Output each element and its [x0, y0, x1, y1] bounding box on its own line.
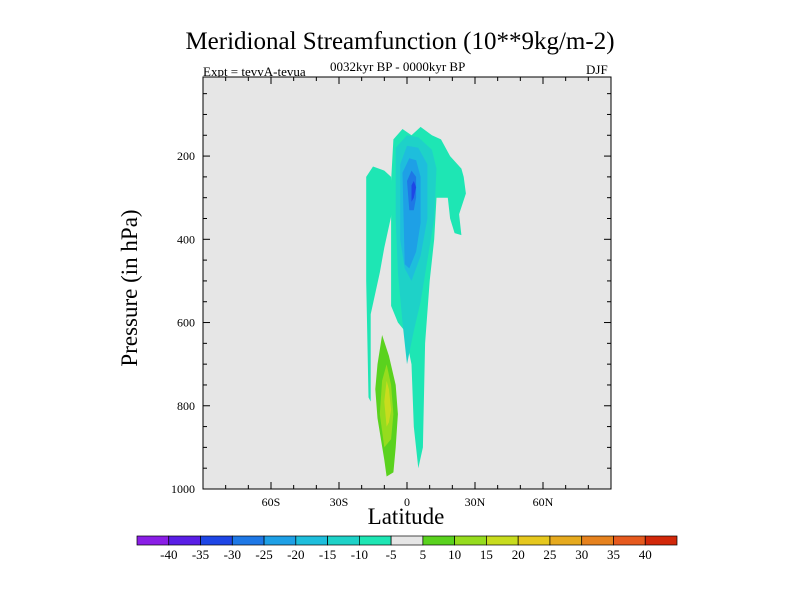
colorbar-swatch — [168, 535, 201, 546]
chart-title: Meridional Streamfunction (10**9kg/m-2) — [185, 28, 615, 55]
contour-region-main-cell-core — [411, 181, 417, 202]
colorbar-label: -25 — [255, 547, 272, 562]
colorbar-label: -15 — [319, 547, 336, 562]
colorbar-swatch — [549, 535, 583, 546]
colorbar-label: -40 — [160, 547, 177, 562]
y-tick-label: 800 — [177, 399, 195, 413]
colorbar-swatch — [231, 535, 265, 546]
colorbar-label: -20 — [287, 547, 304, 562]
colorbar-swatch — [263, 535, 297, 546]
x-tick-label: 60N — [533, 495, 554, 509]
x-tick-label: 60S — [262, 495, 281, 509]
colorbar: -40 -35 -30 -25 -20 -15 -10 -5 5 10 15 20 25 30 35 40 — [136, 535, 678, 562]
colorbar-label: 40 — [639, 547, 652, 562]
colorbar-swatch — [454, 535, 487, 546]
y-tick-label: 200 — [177, 149, 195, 163]
colorbar-swatch — [644, 535, 678, 546]
contour-region-southern-positive-core — [384, 380, 392, 427]
colorbar-label: 25 — [543, 547, 556, 562]
colorbar-swatch — [295, 535, 328, 546]
y-tick-label: 600 — [177, 316, 195, 330]
colorbar-swatch — [200, 535, 233, 546]
x-tick-label: 30S — [330, 495, 349, 509]
axis-ticks: 60S 30S 0 30N 60N 200 400 600 800 1000 — [171, 77, 611, 509]
x-tick-label: 0 — [404, 495, 410, 509]
colorbar-swatch — [613, 535, 646, 546]
y-tick-label: 1000 — [171, 482, 195, 496]
x-axis-label: Latitude — [367, 504, 445, 529]
colorbar-swatch — [390, 535, 424, 546]
colorbar-swatch — [327, 535, 360, 546]
colorbar-label: 20 — [512, 547, 525, 562]
colorbar-label: 10 — [448, 547, 461, 562]
y-tick-label: 400 — [177, 232, 195, 246]
colorbar-label: -5 — [386, 547, 397, 562]
colorbar-swatch — [486, 535, 519, 546]
period-label: 0032kyr BP - 0000kyr BP — [330, 59, 466, 74]
colorbar-label: 15 — [480, 547, 493, 562]
colorbar-label: -10 — [351, 547, 368, 562]
colorbar-swatch — [359, 535, 392, 546]
contour-regions — [366, 126, 466, 477]
colorbar-swatch — [422, 535, 455, 546]
colorbar-swatch — [581, 535, 614, 546]
season-label: DJF — [586, 62, 608, 77]
colorbar-label: 5 — [420, 547, 427, 562]
contour-region-southern-shoulder — [366, 166, 394, 402]
colorbar-swatch — [517, 535, 551, 546]
colorbar-swatch — [136, 535, 170, 546]
experiment-label: Expt = tevvA-tevua — [203, 64, 306, 79]
colorbar-label: 30 — [575, 547, 588, 562]
x-tick-label: 30N — [465, 495, 486, 509]
colorbar-label: -35 — [192, 547, 209, 562]
colorbar-label: -30 — [224, 547, 241, 562]
colorbar-label: 35 — [607, 547, 620, 562]
